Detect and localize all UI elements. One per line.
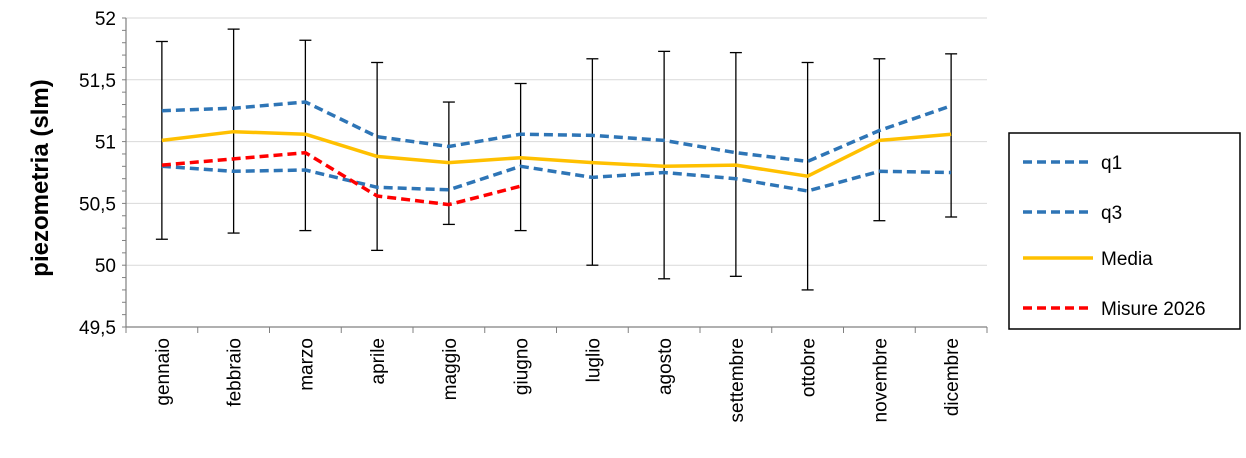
y-tick-label: 49,5 <box>79 318 116 339</box>
legend-label: Media <box>1101 249 1153 270</box>
x-tick-label: agosto <box>655 338 676 395</box>
series-line-3 <box>161 150 522 207</box>
legend-box <box>1008 132 1241 330</box>
x-tick-label: gennaio <box>153 338 174 406</box>
x-tick-label: aprile <box>368 338 389 384</box>
gridlines <box>126 17 987 266</box>
series-line-2 <box>161 129 952 178</box>
y-tick-label: 50,5 <box>79 194 116 215</box>
x-tick-label: dicembre <box>942 338 963 416</box>
legend: q1 q3 Media Misure 2026 <box>1008 132 1241 330</box>
x-tick-label: novembre <box>870 338 891 423</box>
y-tick-label: 51 <box>95 133 116 154</box>
x-tick-label: marzo <box>296 338 317 391</box>
series-line-0 <box>161 164 952 193</box>
x-tick-label: ottobre <box>799 338 820 397</box>
x-tick-label: giugno <box>512 338 533 395</box>
y-tick-label: 50 <box>95 256 116 277</box>
x-tick-label: settembre <box>727 338 748 422</box>
y-tick-label: 52 <box>95 9 116 30</box>
y-tick-labels: 49,5 50 50,5 51 51,5 52 <box>79 9 116 339</box>
series-line-1 <box>161 100 952 164</box>
x-tick-label: maggio <box>440 338 461 400</box>
x-tick-labels: gennaio febbraio marzo aprile maggio giugno lu… <box>153 338 963 423</box>
legend-label: q3 <box>1101 203 1122 224</box>
y-axis-title: piezometria (slm) <box>27 79 54 276</box>
legend-label: q1 <box>1101 153 1122 174</box>
y-tick-label: 51,5 <box>79 71 116 92</box>
series-lines <box>161 100 952 207</box>
axes <box>122 17 988 333</box>
x-tick-label: febbraio <box>225 338 246 407</box>
legend-label: Misure 2026 <box>1101 299 1206 320</box>
x-tick-label: luglio <box>583 338 604 382</box>
